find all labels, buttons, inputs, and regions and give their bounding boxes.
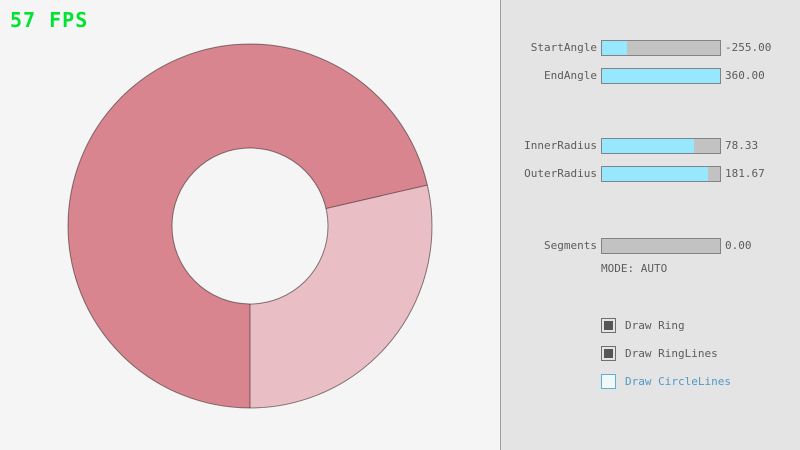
slider-fill — [602, 139, 695, 153]
ring-light-segment — [250, 185, 432, 408]
checkbox-box-icon[interactable] — [601, 318, 616, 333]
ring-lines — [67, 43, 433, 409]
slider-label: OuterRadius — [524, 167, 597, 180]
segments-mode-label: MODE: AUTO — [601, 262, 668, 275]
fps-counter: 57 FPS — [10, 8, 89, 32]
slider-value: 78.33 — [725, 139, 759, 152]
slider-fill — [602, 69, 720, 83]
slider-value: 360.00 — [725, 69, 765, 82]
slider-row-outer-radius: OuterRadius 181.67 — [501, 166, 800, 182]
checkbox-label: Draw CircleLines — [625, 375, 731, 388]
ring-chart — [67, 43, 433, 409]
slider-label: Segments — [544, 239, 597, 252]
slider-row-inner-radius: InnerRadius 78.33 — [501, 138, 800, 154]
checkbox-box-icon[interactable] — [601, 374, 616, 389]
end-angle-slider[interactable] — [601, 68, 721, 84]
segments-slider[interactable] — [601, 238, 721, 254]
checkbox-check-icon — [604, 321, 613, 330]
slider-row-segments: Segments 0.00 — [501, 238, 800, 254]
slider-fill — [602, 41, 627, 55]
slider-value: -255.00 — [725, 41, 772, 54]
outer-radius-slider[interactable] — [601, 166, 721, 182]
slider-label: InnerRadius — [524, 139, 597, 152]
start-angle-slider[interactable] — [601, 40, 721, 56]
slider-row-end-angle: EndAngle 360.00 — [501, 68, 800, 84]
slider-label: StartAngle — [530, 41, 597, 54]
slider-row-start-angle: StartAngle -255.00 — [501, 40, 800, 56]
checkbox-box-icon[interactable] — [601, 346, 616, 361]
slider-fill — [602, 167, 709, 181]
inner-radius-slider[interactable] — [601, 138, 721, 154]
controls-panel: StartAngle -255.00 EndAngle 360.00 Inner… — [500, 0, 800, 450]
checkbox-check-icon — [604, 349, 613, 358]
slider-label: EndAngle — [544, 69, 597, 82]
checkbox-label: Draw Ring — [625, 319, 685, 332]
checkbox-label: Draw RingLines — [625, 347, 718, 360]
slider-value: 0.00 — [725, 239, 752, 252]
slider-value: 181.67 — [725, 167, 765, 180]
